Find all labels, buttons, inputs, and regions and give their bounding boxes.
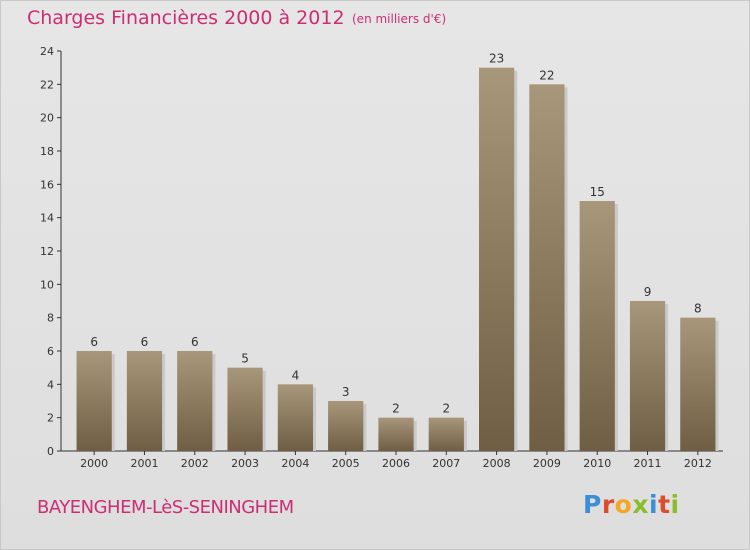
logo-letter: P [583,490,602,519]
bar [277,384,313,451]
data-label: 6 [191,335,199,349]
logo-letter: x [632,490,649,519]
bar [479,67,515,452]
y-tick-label: 2 [47,412,54,425]
x-tick-label: 2001 [130,457,158,470]
data-label: 8 [694,302,702,316]
x-tick-label: 2012 [684,457,712,470]
chart-title: Charges Financières 2000 à 2012 [27,7,345,29]
bar [428,417,464,451]
logo-letter: i [670,490,680,519]
y-tick-label: 24 [40,45,54,58]
data-label: 15 [590,185,605,199]
x-tick-label: 2009 [533,457,561,470]
x-tick-label: 2006 [382,457,410,470]
y-tick-label: 12 [40,245,54,258]
bar [579,201,615,451]
bar [529,84,565,451]
y-tick-label: 14 [40,212,54,225]
x-tick-label: 2007 [432,457,460,470]
chart-subtitle: (en milliers d'€) [352,12,447,26]
bar [328,401,364,451]
y-tick-label: 16 [40,178,54,191]
y-tick-label: 18 [40,145,54,158]
x-tick-label: 2003 [231,457,259,470]
bar [378,417,414,451]
data-label: 4 [292,368,300,382]
y-tick-label: 10 [40,278,54,291]
logo-letter: t [658,490,671,519]
x-tick-label: 2005 [332,457,360,470]
y-tick-label: 0 [47,445,54,458]
data-label: 22 [539,68,554,82]
bar [76,351,112,451]
commune-name: BAYENGHEM-LèS-SENINGHEM [37,497,294,518]
logo-letter: o [614,490,633,519]
data-label: 2 [392,402,400,416]
x-tick-label: 2010 [583,457,611,470]
data-label: 3 [342,385,350,399]
data-label: 2 [442,402,450,416]
data-label: 6 [90,335,98,349]
data-label: 5 [241,352,249,366]
bar [629,301,666,451]
x-tick-label: 2011 [634,457,662,470]
y-tick-label: 4 [47,378,54,391]
logo-letter: r [601,490,615,519]
bar [177,351,213,451]
proxiti-logo: Proxiti [583,490,680,519]
x-tick-label: 2002 [181,457,209,470]
y-tick-label: 22 [40,78,54,91]
bar [126,351,163,451]
data-label: 9 [644,285,652,299]
data-label: 23 [489,52,504,66]
logo-letter: i [649,490,659,519]
y-tick-label: 8 [47,312,54,325]
x-tick-label: 2000 [80,457,108,470]
bar [680,317,716,451]
x-tick-label: 2004 [281,457,309,470]
y-tick-label: 20 [40,112,54,125]
x-tick-label: 2008 [483,457,511,470]
y-tick-label: 6 [47,345,54,358]
bar [227,367,263,451]
data-label: 6 [141,335,149,349]
